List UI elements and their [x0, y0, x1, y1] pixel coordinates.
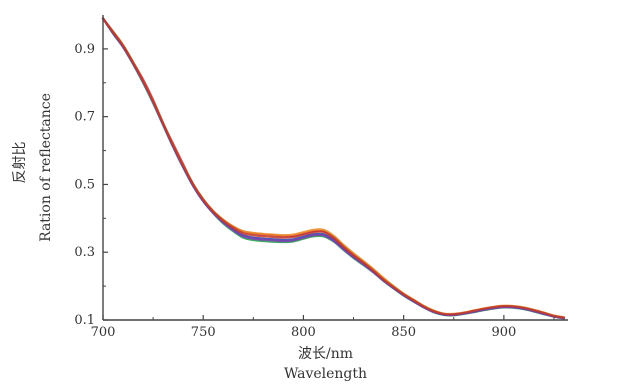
y-tick-label: 0.9	[74, 42, 95, 57]
plot-background	[103, 15, 568, 320]
axes-layer	[102, 15, 568, 321]
y-tick-label: 0.5	[74, 177, 95, 192]
y-axis-title-cn: 反射比	[12, 142, 28, 184]
x-axis-title-cn: 波长/nm	[298, 346, 353, 362]
y-tick-label: 0.1	[74, 313, 95, 328]
series-line-6	[101, 17, 566, 319]
x-tick-label: 800	[291, 325, 316, 340]
plot-area	[103, 15, 568, 320]
y-axis-title-en: Ration of reflectance	[38, 93, 54, 242]
x-tick-label: 750	[191, 325, 216, 340]
x-tick-label: 700	[91, 325, 116, 340]
x-axis-title-en: Wavelength	[284, 366, 367, 382]
x-tick-label: 900	[491, 325, 516, 340]
x-tick-label: 850	[391, 325, 416, 340]
labels-layer: 0.1 0.3 0.5 0.7 0.9 700 750 800 850 900 波长/nm Wavel…	[12, 42, 516, 382]
y-tick-label: 0.7	[74, 110, 95, 125]
series-layer	[101, 17, 566, 320]
y-tick-label: 0.3	[74, 245, 95, 260]
